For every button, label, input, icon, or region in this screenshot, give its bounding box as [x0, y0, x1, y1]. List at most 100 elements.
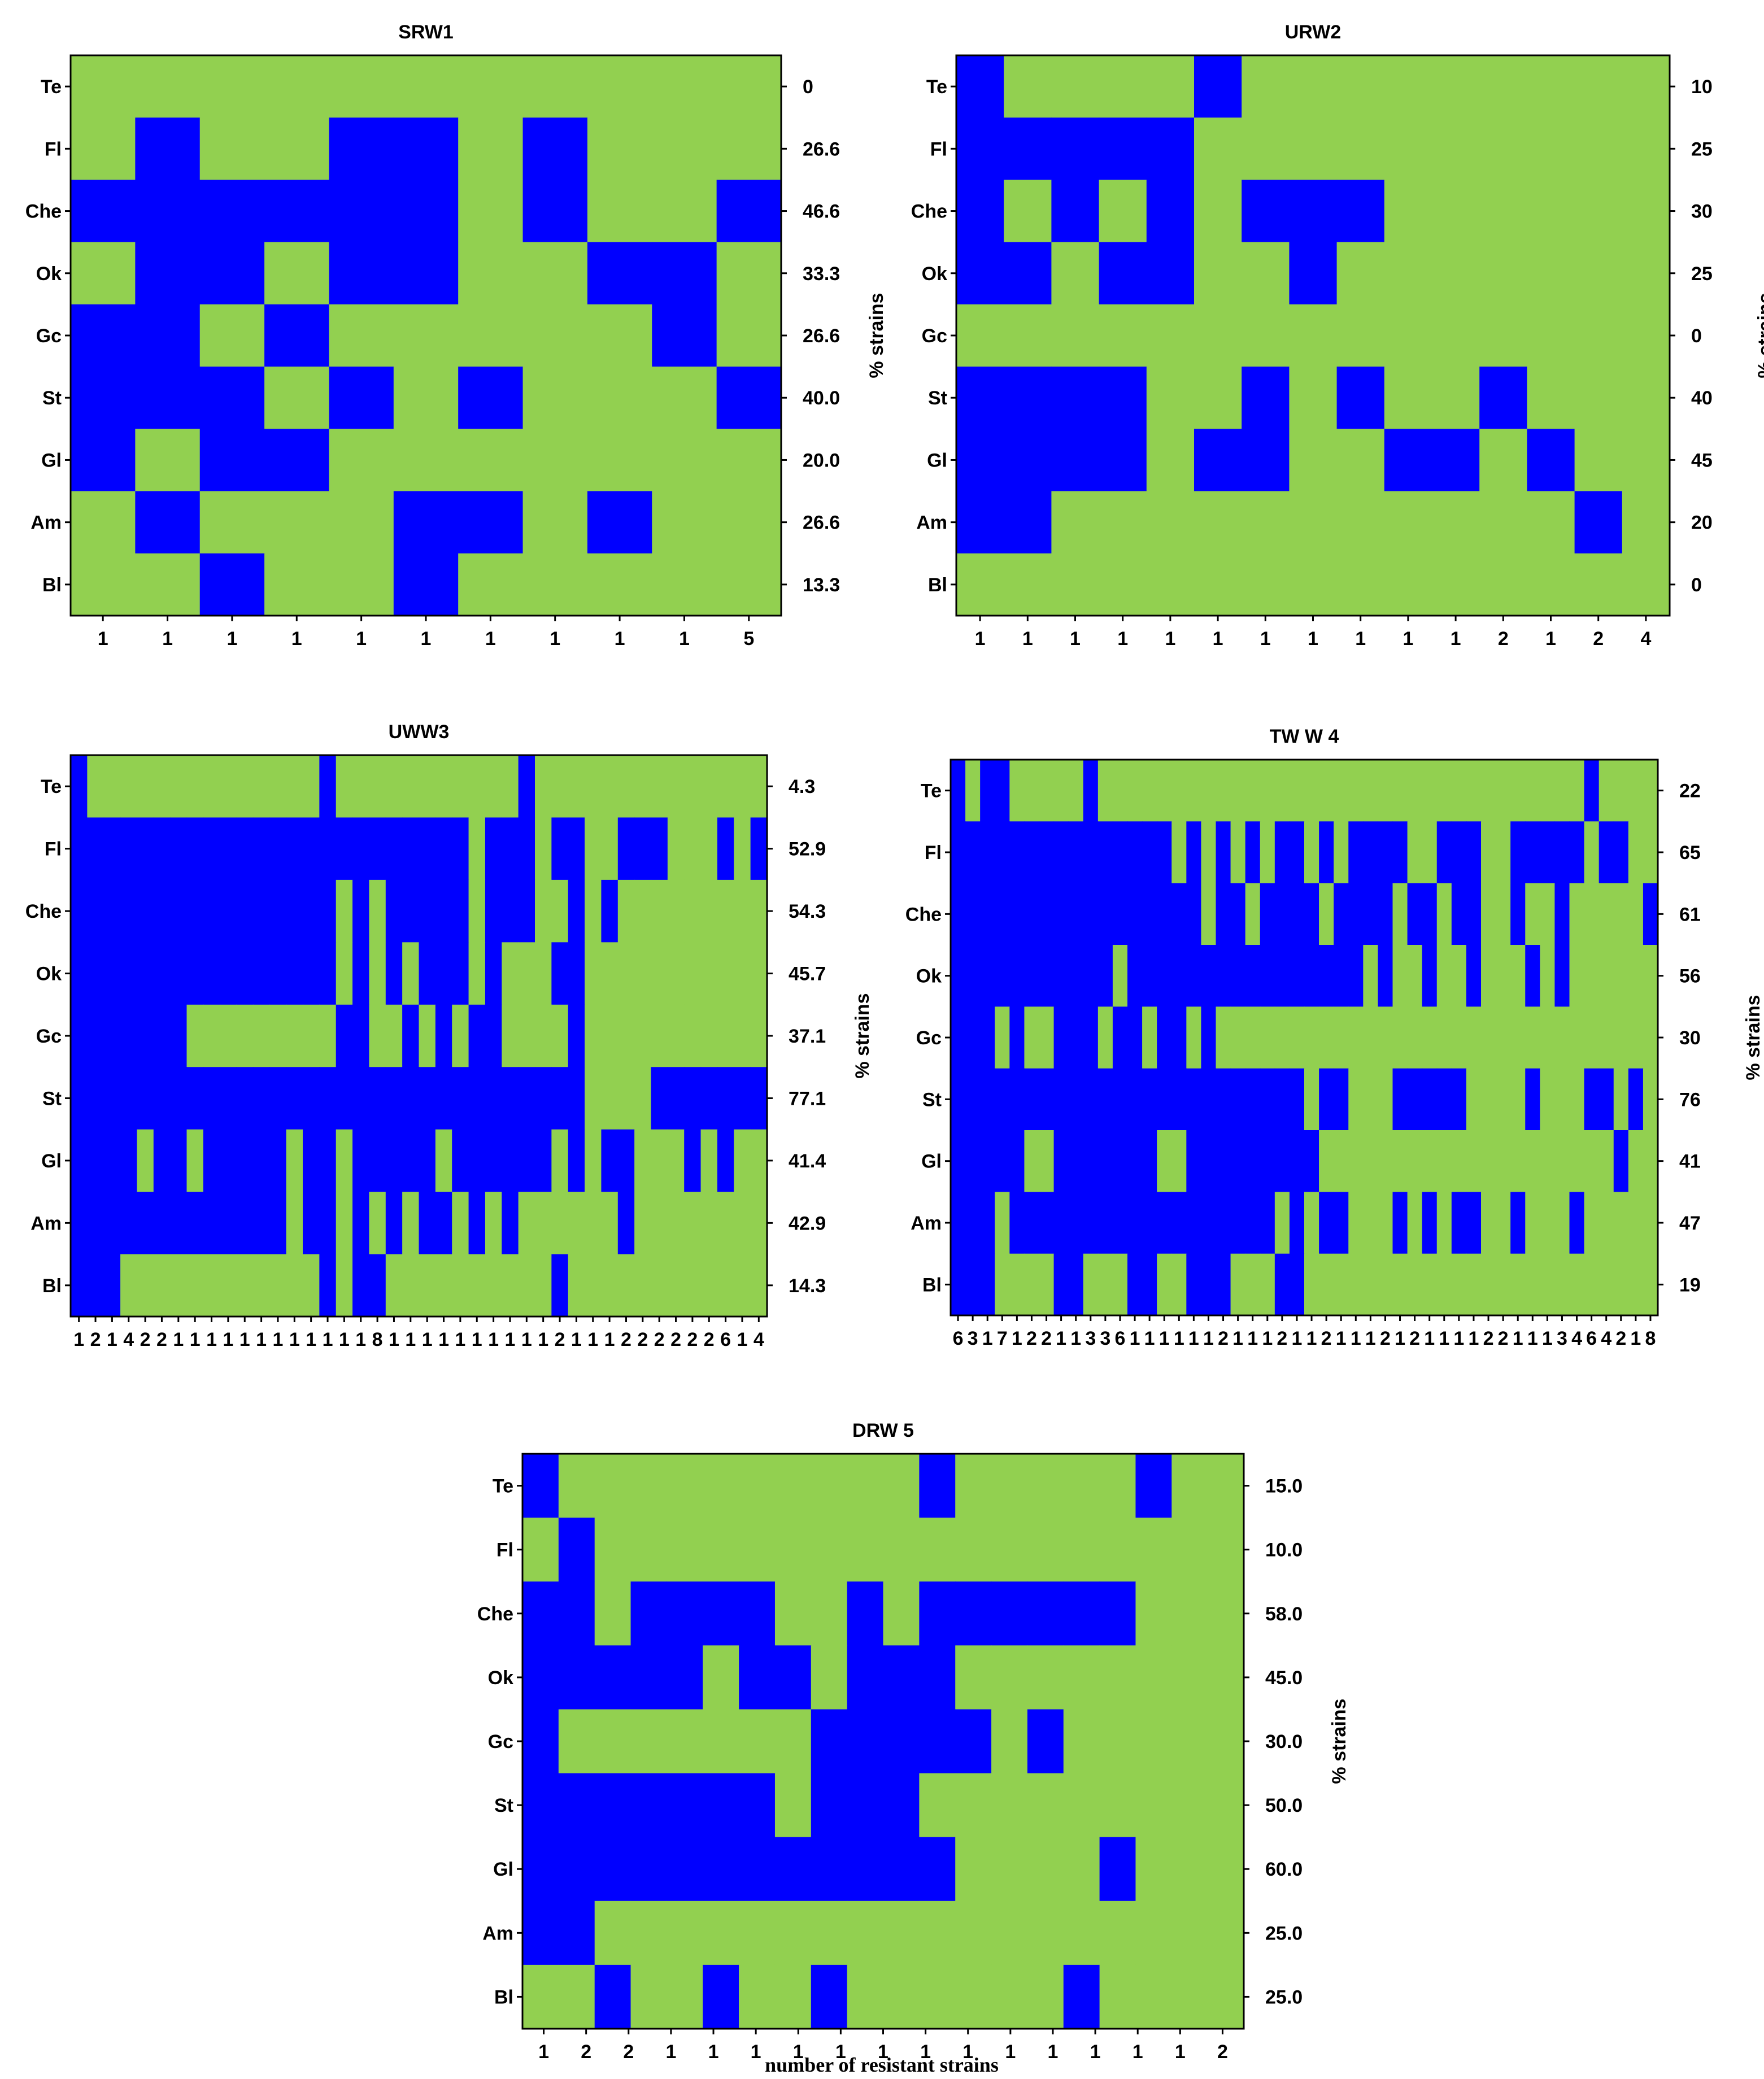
- heatmap-cell-susceptible: [1422, 1130, 1438, 1192]
- heatmap-cell-resistant: [170, 1004, 188, 1067]
- column-label: 1: [505, 1329, 516, 1350]
- heatmap-cell-susceptible: [1432, 491, 1480, 554]
- heatmap-cell-resistant: [87, 1192, 104, 1255]
- heatmap-cell-susceptible: [203, 755, 220, 818]
- heatmap-cell-resistant: [186, 942, 204, 1005]
- heatmap-cell-susceptible: [137, 755, 154, 818]
- heatmap-cell-susceptible: [684, 755, 702, 818]
- percent-value: 19: [1679, 1274, 1701, 1296]
- row-label: Che: [905, 904, 942, 925]
- heatmap-cell-susceptible: [700, 817, 718, 881]
- percent-value: 4.3: [789, 776, 815, 797]
- heatmap-cell-susceptible: [1171, 1645, 1208, 1710]
- heatmap-cell-resistant: [956, 491, 1004, 554]
- heatmap-cell-susceptible: [1496, 1253, 1511, 1316]
- heatmap-cell-susceptible: [1527, 180, 1575, 243]
- column-label: 1: [1048, 2041, 1059, 2063]
- heatmap-cell-susceptible: [385, 1254, 403, 1317]
- heatmap-cell-resistant: [71, 1067, 88, 1130]
- heatmap-cell-susceptible: [1496, 760, 1511, 822]
- heatmap-cell-resistant: [980, 821, 995, 884]
- heatmap-cell-resistant: [1112, 1006, 1128, 1069]
- column-label: 1: [587, 1329, 598, 1350]
- heatmap-cell-susceptible: [71, 242, 136, 305]
- heatmap-cell-susceptible: [1622, 491, 1670, 554]
- heatmap-cell-susceptible: [1146, 429, 1195, 492]
- heatmap-cell-resistant: [980, 1192, 995, 1254]
- heatmap-cell-resistant: [1186, 883, 1202, 945]
- heatmap-cell-resistant: [1260, 1068, 1275, 1131]
- heatmap-cell-susceptible: [667, 1454, 703, 1518]
- heatmap-cell-resistant: [71, 1192, 88, 1255]
- heatmap-cell-susceptible: [1599, 1192, 1614, 1254]
- heatmap-cell-resistant: [1274, 1068, 1290, 1131]
- column-label: 1: [1468, 1328, 1479, 1349]
- column-label: 2: [1409, 1328, 1420, 1349]
- heatmap-cell-susceptible: [551, 1192, 569, 1255]
- heatmap-cell-resistant: [1274, 1253, 1290, 1316]
- heatmap-cell-resistant: [1068, 821, 1084, 884]
- column-label: 1: [289, 1329, 300, 1350]
- heatmap-cell-susceptible: [1348, 760, 1364, 822]
- heatmap-cell-resistant: [1392, 1068, 1408, 1131]
- heatmap-cell-resistant: [651, 1067, 668, 1130]
- heatmap-cell-resistant: [135, 180, 201, 243]
- column-label: 2: [1615, 1328, 1626, 1349]
- heatmap-cell-resistant: [568, 817, 585, 881]
- heatmap-cell-resistant: [956, 180, 1004, 243]
- heatmap-cell-resistant: [980, 760, 995, 822]
- heatmap-cell-resistant: [71, 817, 88, 881]
- heatmap-cell-susceptible: [634, 1254, 652, 1317]
- heatmap-cell-resistant: [1127, 1130, 1143, 1192]
- heatmap-cell-resistant: [1146, 180, 1195, 243]
- heatmap-cell-resistant: [120, 942, 138, 1005]
- heatmap-cell-susceptible: [601, 755, 619, 818]
- heatmap-cell-susceptible: [1466, 1006, 1482, 1069]
- column-label: 1: [1513, 1328, 1523, 1349]
- heatmap-cell-susceptible: [1496, 1068, 1511, 1131]
- heatmap-cell-resistant: [1363, 883, 1379, 945]
- heatmap-cell-resistant: [87, 942, 104, 1005]
- heatmap-cell-susceptible: [1384, 491, 1432, 554]
- heatmap-cell-susceptible: [585, 879, 602, 943]
- heatmap-cell-resistant: [1097, 1068, 1113, 1131]
- heatmap-cell-susceptible: [1451, 1253, 1467, 1316]
- column-label: 2: [555, 1329, 565, 1350]
- heatmap-cell-susceptible: [1584, 821, 1600, 884]
- heatmap-cell-susceptible: [652, 117, 717, 181]
- heatmap-cell-susceptible: [1574, 304, 1623, 367]
- column-label: 1: [1232, 1328, 1243, 1349]
- heatmap-cell-susceptible: [1643, 1192, 1658, 1254]
- column-label: 1: [835, 2041, 846, 2063]
- heatmap-cell-resistant: [1613, 821, 1629, 884]
- heatmap-cell-susceptible: [1527, 117, 1575, 181]
- heatmap-cell-resistant: [236, 1067, 254, 1130]
- heatmap-cell-resistant: [1024, 883, 1040, 945]
- chart-title: TW W 4: [1270, 726, 1339, 747]
- heatmap-cell-susceptible: [220, 755, 237, 818]
- column-label: 3: [1100, 1328, 1110, 1349]
- heatmap-cell-resistant: [1186, 1192, 1202, 1254]
- heatmap-cell-resistant: [1053, 1253, 1069, 1316]
- heatmap-cell-resistant: [1392, 1192, 1408, 1254]
- column-label: 1: [1012, 1328, 1022, 1349]
- heatmap-cell-susceptible: [734, 879, 751, 943]
- row-label: Am: [482, 1923, 513, 1944]
- percent-value: 25: [1691, 263, 1713, 285]
- heatmap-cell-susceptible: [1392, 1253, 1408, 1316]
- heatmap-cell-resistant: [1527, 429, 1575, 492]
- heatmap-cell-susceptible: [594, 1709, 631, 1774]
- heatmap-cell-susceptible: [522, 429, 588, 492]
- heatmap-cell-resistant: [120, 1004, 138, 1067]
- heatmap-cell-susceptible: [286, 755, 303, 818]
- heatmap-cell-susceptible: [1289, 117, 1338, 181]
- heatmap-cell-susceptible: [716, 429, 782, 492]
- column-label: 1: [1336, 1328, 1347, 1349]
- heatmap-cell-susceptible: [991, 1454, 1028, 1518]
- heatmap-cell-susceptible: [71, 553, 136, 616]
- heatmap-cell-susceptible: [703, 1901, 739, 1965]
- column-label: 1: [1165, 628, 1175, 650]
- column-label: 1: [538, 1329, 548, 1350]
- column-label: 4: [123, 1329, 134, 1350]
